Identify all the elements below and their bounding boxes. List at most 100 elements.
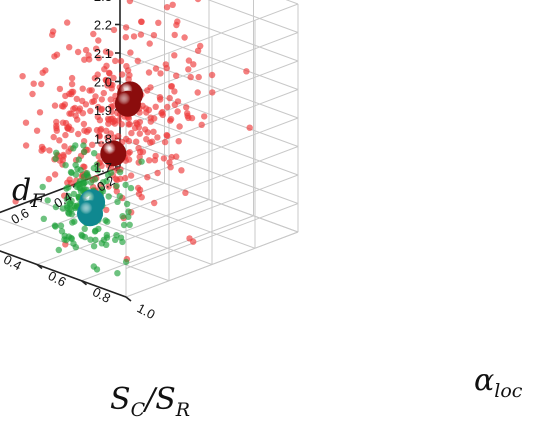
series-2-point bbox=[57, 222, 65, 229]
series-1-point bbox=[92, 93, 99, 100]
series-1-point bbox=[98, 105, 106, 113]
series-1-point bbox=[36, 109, 44, 116]
series-1-point bbox=[60, 151, 67, 159]
series-1-point bbox=[66, 90, 73, 98]
series-2-point bbox=[90, 263, 98, 270]
series-1-point bbox=[29, 90, 36, 98]
series-1-point bbox=[185, 66, 192, 73]
series-2-point bbox=[119, 213, 126, 220]
series-1-point bbox=[142, 105, 150, 112]
z-tick-label: 1.8 bbox=[94, 132, 112, 147]
series-2-point bbox=[69, 219, 76, 226]
series-2-point bbox=[138, 158, 145, 165]
z-axis-label-sub: F bbox=[30, 190, 45, 212]
series-2-point bbox=[70, 240, 77, 247]
series-1-point bbox=[94, 113, 102, 121]
series-1-point bbox=[144, 129, 151, 136]
series-2-point bbox=[105, 172, 112, 179]
wall-gridline bbox=[125, 3, 299, 70]
series-1-point bbox=[127, 172, 135, 179]
series-1-point bbox=[125, 137, 133, 145]
series-2-point bbox=[91, 150, 98, 157]
series-2-point bbox=[70, 190, 78, 198]
series-2-point bbox=[72, 171, 80, 178]
series-1-point bbox=[166, 159, 173, 166]
series-1-point bbox=[136, 153, 143, 160]
series-1-point bbox=[135, 190, 143, 197]
x-tick-mark bbox=[29, 198, 35, 205]
series-1-point bbox=[108, 108, 115, 116]
series-2-point bbox=[63, 185, 70, 192]
z-tick-label: 2.1 bbox=[94, 46, 112, 61]
series-2-point bbox=[120, 221, 128, 229]
series-1-point bbox=[91, 75, 99, 82]
series-1-point bbox=[186, 235, 193, 242]
series-1-point bbox=[112, 175, 120, 182]
series-1-point bbox=[103, 127, 110, 134]
series-1-point bbox=[151, 157, 159, 164]
series-1-point bbox=[169, 1, 176, 8]
series-1-point bbox=[151, 199, 158, 207]
series-1-point bbox=[59, 119, 67, 126]
series-1-point bbox=[103, 206, 110, 214]
series-1-point bbox=[86, 87, 93, 94]
x-axis-label-a: S bbox=[110, 382, 131, 417]
series-2-point bbox=[99, 187, 107, 195]
x-axis-label-slash: / bbox=[142, 382, 158, 417]
series-2-point bbox=[125, 213, 132, 220]
series-1-point bbox=[125, 150, 132, 157]
series-1-point bbox=[66, 44, 73, 51]
series-1-point bbox=[73, 95, 81, 103]
series-1-point bbox=[87, 107, 94, 115]
series-2-point bbox=[92, 236, 99, 244]
series-1-point bbox=[56, 137, 63, 144]
series-1-point bbox=[68, 74, 76, 82]
series-1-point bbox=[109, 81, 116, 89]
series-1-point bbox=[157, 96, 164, 103]
wall-gridline bbox=[125, 231, 299, 298]
series-1-point bbox=[101, 66, 108, 73]
series-1-point bbox=[98, 96, 106, 103]
series-1-point bbox=[161, 138, 169, 146]
series-1-point bbox=[89, 141, 96, 148]
series-1-point bbox=[152, 65, 160, 72]
series-1-point bbox=[133, 119, 140, 127]
series-1-point bbox=[157, 70, 164, 77]
wall-gridline bbox=[119, 52, 299, 119]
series-2-point bbox=[105, 193, 112, 200]
series-1-point bbox=[53, 127, 60, 134]
series-1-point bbox=[22, 142, 30, 149]
series-2-point bbox=[114, 270, 121, 277]
series-1-point bbox=[167, 164, 174, 171]
series-1-point bbox=[122, 24, 130, 31]
series-1-point bbox=[89, 98, 96, 106]
series-2-point bbox=[91, 228, 99, 235]
y-tick-label: 0.6 bbox=[46, 268, 69, 290]
series-1-point bbox=[160, 155, 168, 162]
series-1-point bbox=[135, 145, 142, 152]
series-1-point bbox=[138, 18, 145, 25]
series-1-point bbox=[168, 153, 175, 161]
series-2-point bbox=[112, 236, 119, 243]
series-1-point bbox=[144, 174, 151, 181]
series-1-point bbox=[130, 33, 138, 40]
series-1-point bbox=[185, 57, 193, 64]
series-2-point bbox=[61, 232, 68, 239]
series-1-point bbox=[110, 26, 118, 34]
z-tick-label: 1.9 bbox=[94, 103, 112, 118]
series-1-point bbox=[152, 103, 159, 111]
series-1-point bbox=[171, 31, 178, 39]
series-1-point bbox=[105, 183, 112, 190]
series-1-point bbox=[118, 71, 126, 78]
series-2-point bbox=[87, 236, 94, 243]
series-1-point bbox=[51, 102, 59, 109]
series-1-point bbox=[150, 128, 157, 135]
series-1-point bbox=[107, 96, 114, 103]
series-1-point bbox=[95, 153, 102, 160]
series-1-point bbox=[208, 71, 216, 79]
series-1-point bbox=[50, 133, 57, 141]
series-1-point bbox=[106, 70, 113, 77]
series-1-point bbox=[79, 110, 87, 117]
series-2-point bbox=[113, 182, 120, 190]
series-2-point bbox=[79, 182, 87, 189]
